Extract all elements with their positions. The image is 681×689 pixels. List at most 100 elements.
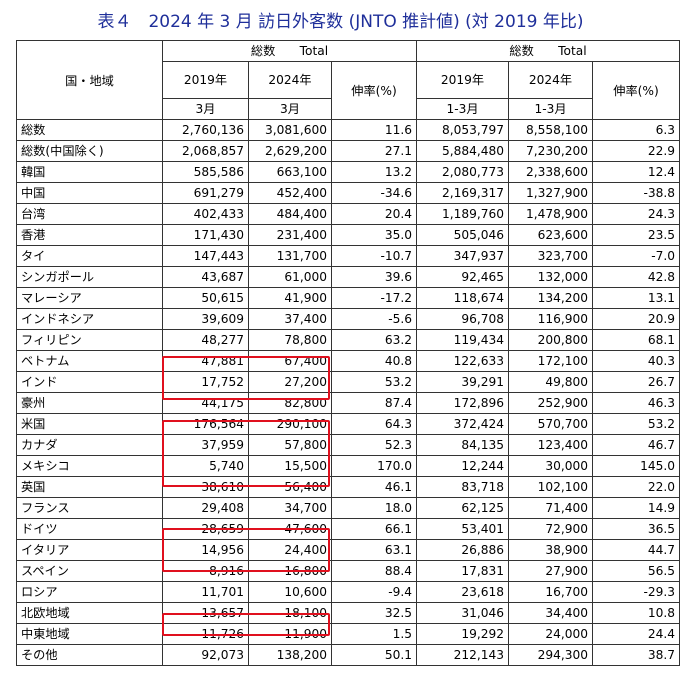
- ytd-2019-value: 17,831: [416, 560, 509, 582]
- ytd-growth-rate: -38.8: [592, 182, 680, 204]
- ytd-2024-value: 200,800: [508, 329, 593, 351]
- year-2019-header: 2019年: [416, 61, 509, 99]
- ytd-2024-value: 71,400: [508, 497, 593, 519]
- table-row: シンガポール 43,687 61,000 39.6 92,465 132,000 42.8: [16, 266, 680, 288]
- group-header-ytd: 総数 Total: [416, 40, 680, 62]
- table-row: マレーシア 50,615 41,900 -17.2 118,674 134,200 13.1: [16, 287, 680, 309]
- march-growth-rate: 40.8: [331, 350, 417, 372]
- ytd-2024-value: 294,300: [508, 644, 593, 666]
- march-2024-value: 82,800: [248, 392, 332, 414]
- ytd-growth-rate: 24.3: [592, 203, 680, 225]
- ytd-2019-value: 53,401: [416, 518, 509, 540]
- march-growth-rate: -9.4: [331, 581, 417, 603]
- ytd-2019-value: 2,080,773: [416, 161, 509, 183]
- table-row: フィリピン 48,277 78,800 63.2 119,434 200,800 68.1: [16, 329, 680, 351]
- ytd-2019-value: 31,046: [416, 602, 509, 624]
- march-2019-value: 11,701: [162, 581, 249, 603]
- region-name: ドイツ: [16, 518, 163, 540]
- year-2019-header: 2019年: [162, 61, 249, 99]
- ytd-2019-value: 212,143: [416, 644, 509, 666]
- ytd-growth-rate: 23.5: [592, 224, 680, 246]
- region-name: 北欧地域: [16, 602, 163, 624]
- march-2019-value: 48,277: [162, 329, 249, 351]
- ytd-growth-rate: 24.4: [592, 623, 680, 645]
- table-row: インド 17,752 27,200 53.2 39,291 49,800 26.7: [16, 371, 680, 393]
- region-name: フィリピン: [16, 329, 163, 351]
- ytd-2024-value: 252,900: [508, 392, 593, 414]
- march-2019-value: 39,609: [162, 308, 249, 330]
- ytd-2024-value: 38,900: [508, 539, 593, 561]
- region-name: 香港: [16, 224, 163, 246]
- march-growth-rate: 170.0: [331, 455, 417, 477]
- ytd-2024-value: 570,700: [508, 413, 593, 435]
- ytd-growth-rate: 6.3: [592, 119, 680, 141]
- ytd-2024-value: 27,900: [508, 560, 593, 582]
- ytd-2024-value: 172,100: [508, 350, 593, 372]
- region-name: ベトナム: [16, 350, 163, 372]
- ytd-growth-rate: 22.9: [592, 140, 680, 162]
- march-2024-value: 37,400: [248, 308, 332, 330]
- ytd-2024-value: 1,478,900: [508, 203, 593, 225]
- ytd-2024-value: 623,600: [508, 224, 593, 246]
- ytd-2024-value: 7,230,200: [508, 140, 593, 162]
- ytd-2019-value: 122,633: [416, 350, 509, 372]
- region-name: 中東地域: [16, 623, 163, 645]
- table-row: 中国 691,279 452,400 -34.6 2,169,317 1,327,900-…: [16, 182, 680, 204]
- region-name: 豪州: [16, 392, 163, 414]
- ytd-2024-value: 72,900: [508, 518, 593, 540]
- ytd-growth-rate: 13.1: [592, 287, 680, 309]
- ytd-growth-rate: -29.3: [592, 581, 680, 603]
- group-header-march: 総数 Total: [162, 40, 417, 62]
- march-2019-value: 402,433: [162, 203, 249, 225]
- march-growth-rate: 50.1: [331, 644, 417, 666]
- ytd-growth-rate: 20.9: [592, 308, 680, 330]
- ytd-2024-value: 34,400: [508, 602, 593, 624]
- region-name: 台湾: [16, 203, 163, 225]
- table-row: 豪州 44,175 82,800 87.4 172,896 252,900 46.3: [16, 392, 680, 414]
- region-name: イタリア: [16, 539, 163, 561]
- ytd-growth-rate: 46.7: [592, 434, 680, 456]
- march-2019-value: 147,443: [162, 245, 249, 267]
- region-name: マレーシア: [16, 287, 163, 309]
- table-row: タイ 147,443 131,700 -10.7 347,937 323,700 -7.0: [16, 245, 680, 267]
- table-row: 中東地域 11,726 11,900 1.5 19,292 24,000 24.4: [16, 623, 680, 645]
- ytd-2019-value: 8,053,797: [416, 119, 509, 141]
- ytd-growth-rate: 44.7: [592, 539, 680, 561]
- march-growth-rate: 87.4: [331, 392, 417, 414]
- region-name: カナダ: [16, 434, 163, 456]
- region-name: 韓国: [16, 161, 163, 183]
- table-row: 米国 176,564 290,100 64.3 372,424 570,700 53.2: [16, 413, 680, 435]
- ytd-2024-value: 30,000: [508, 455, 593, 477]
- ytd-2019-value: 83,718: [416, 476, 509, 498]
- ytd-2019-value: 23,618: [416, 581, 509, 603]
- march-2024-value: 34,700: [248, 497, 332, 519]
- march-2024-value: 2,629,200: [248, 140, 332, 162]
- ytd-2019-value: 1,189,760: [416, 203, 509, 225]
- ytd-growth-rate: 56.5: [592, 560, 680, 582]
- march-growth-rate: 63.1: [331, 539, 417, 561]
- march-2019-value: 43,687: [162, 266, 249, 288]
- period-header: 1-3月: [508, 98, 593, 120]
- march-growth-rate: 32.5: [331, 602, 417, 624]
- ytd-growth-rate: 68.1: [592, 329, 680, 351]
- march-2024-value: 484,400: [248, 203, 332, 225]
- march-2019-value: 585,586: [162, 161, 249, 183]
- march-2019-value: 8,916: [162, 560, 249, 582]
- ytd-2019-value: 505,046: [416, 224, 509, 246]
- region-name: ロシア: [16, 581, 163, 603]
- march-growth-rate: -5.6: [331, 308, 417, 330]
- region-name: タイ: [16, 245, 163, 267]
- march-2024-value: 78,800: [248, 329, 332, 351]
- ytd-growth-rate: 53.2: [592, 413, 680, 435]
- header-row-group: 国・地域 総数 Total 総数 Total: [16, 40, 680, 120]
- march-2024-value: 138,200: [248, 644, 332, 666]
- region-name: インドネシア: [16, 308, 163, 330]
- ytd-growth-rate: 12.4: [592, 161, 680, 183]
- region-name: インド: [16, 371, 163, 393]
- table-row: フランス 29,408 34,700 18.0 62,125 71,400 14.9: [16, 497, 680, 519]
- region-header: 国・地域: [16, 40, 163, 120]
- march-growth-rate: 27.1: [331, 140, 417, 162]
- table-row: 総数(中国除く) 2,068,857 2,629,200 27.1 5,884,480 7…: [16, 140, 680, 162]
- ytd-2024-value: 323,700: [508, 245, 593, 267]
- march-2019-value: 92,073: [162, 644, 249, 666]
